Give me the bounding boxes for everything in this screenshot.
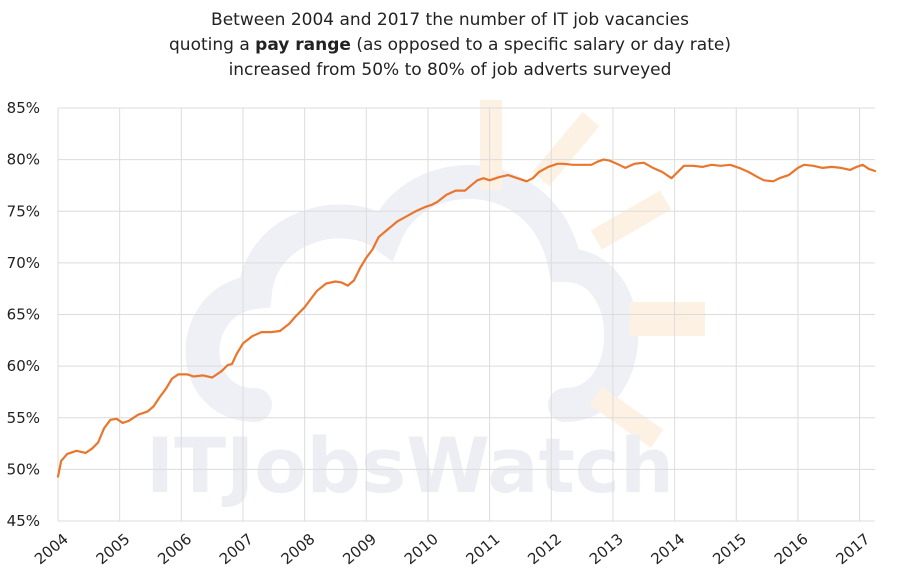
x-tick-label: 2015 — [709, 530, 750, 568]
y-axis: 45% 50% 55% 60% 65% 70% 75% 80% 85% — [7, 99, 40, 530]
y-tick-label: 50% — [7, 460, 40, 478]
grid — [57, 107, 875, 522]
x-tick-label: 2004 — [31, 530, 72, 568]
y-tick-label: 60% — [7, 357, 40, 375]
title-line-1: Between 2004 and 2017 the number of IT j… — [211, 10, 689, 30]
x-tick-label: 2010 — [401, 530, 442, 568]
x-tick-label: 2014 — [648, 530, 689, 568]
title-line-2: quoting a pay range (as opposed to a spe… — [0, 33, 900, 58]
chart-title: Between 2004 and 2017 the number of IT j… — [0, 8, 900, 83]
x-tick-label: 2006 — [154, 530, 195, 568]
x-tick-label: 2008 — [278, 530, 319, 568]
y-tick-label: 70% — [7, 254, 40, 272]
watermark-text: ITJobsWatch — [146, 421, 674, 510]
title-line-2-pre: quoting a — [169, 35, 256, 55]
cloud-logo-icon — [185, 165, 639, 422]
title-line-2-bold: pay range — [255, 35, 351, 55]
x-axis: 2004 2005 2006 2007 2008 2009 2010 2011 2012 2013… — [31, 530, 873, 568]
sun-rays-icon — [480, 100, 705, 448]
y-tick-label: 75% — [7, 202, 40, 220]
x-tick-label: 2009 — [339, 530, 380, 568]
itjobswatch-watermark: ITJobsWatch — [146, 100, 705, 510]
y-tick-label: 85% — [7, 99, 40, 117]
x-tick-label: 2017 — [833, 530, 874, 568]
x-tick-label: 2012 — [524, 530, 565, 568]
x-tick-label: 2007 — [216, 530, 257, 568]
y-tick-label: 45% — [7, 512, 40, 530]
title-line-2-post: (as opposed to a specific salary or day … — [350, 35, 731, 55]
x-tick-label: 2011 — [463, 530, 504, 568]
x-tick-label: 2005 — [93, 530, 134, 568]
x-tick-label: 2013 — [586, 530, 627, 568]
title-line-3: increased from 50% to 80% of job adverts… — [228, 60, 672, 80]
x-tick-label: 2016 — [771, 530, 812, 568]
series-line — [56, 158, 877, 478]
y-tick-label: 55% — [7, 409, 40, 427]
y-tick-label: 80% — [7, 151, 40, 169]
y-tick-label: 65% — [7, 306, 40, 324]
